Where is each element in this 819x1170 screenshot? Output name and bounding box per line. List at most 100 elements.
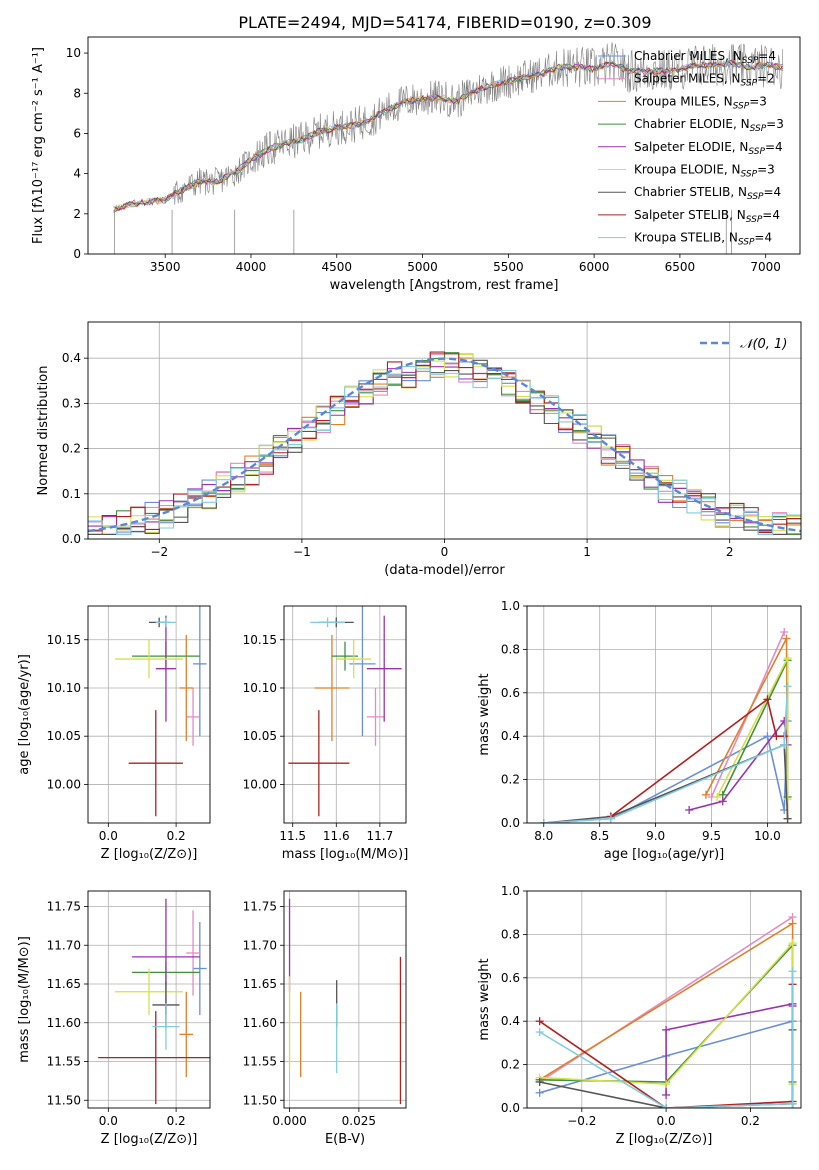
x-tick-label: 8.0 bbox=[534, 829, 553, 843]
legend-entry: Chabrier ELODIE, NSSP=3 bbox=[634, 117, 784, 134]
normal-curve bbox=[88, 357, 801, 533]
x-tick-label: 11.6 bbox=[323, 829, 350, 843]
y-tick-label: 0.8 bbox=[501, 927, 520, 941]
y-tick-label: 0.6 bbox=[501, 686, 520, 700]
x-tick-label: 0.2 bbox=[167, 829, 186, 843]
y-axis-label: mass [log₁₀(M/M⊙)] bbox=[17, 936, 32, 1063]
y-tick-label: 0 bbox=[73, 247, 81, 261]
legend-subscript: SSP bbox=[748, 147, 765, 157]
y-axis-label: mass weight bbox=[477, 673, 492, 755]
y-tick-label: 11.65 bbox=[47, 977, 81, 991]
x-tick-label: 0.0 bbox=[99, 829, 118, 843]
x-tick-label: 9.0 bbox=[646, 829, 665, 843]
y-tick-label: 11.55 bbox=[47, 1055, 81, 1069]
figure-title: PLATE=2494, MJD=54174, FIBERID=0190, z=0… bbox=[238, 13, 651, 32]
axes-age_vs_mass: 11.5 11.6 11.7 10.00 10.05 10.10 10.15 mass [lo… bbox=[243, 605, 409, 862]
y-tick-label: 0.4 bbox=[62, 351, 81, 365]
weight-series bbox=[543, 743, 789, 823]
legend-entry: Salpeter STELIB, NSSP=4 bbox=[634, 208, 780, 225]
legend-value: =3 bbox=[749, 94, 767, 108]
plot-area bbox=[288, 606, 402, 817]
x-axis-label: Z [log₁₀(Z/Z⊙)] bbox=[101, 1132, 198, 1147]
y-tick-label: 11.60 bbox=[243, 1016, 277, 1030]
legend-value: =4 bbox=[765, 140, 783, 154]
legend-value: =4 bbox=[758, 49, 776, 63]
x-tick-label: 11.5 bbox=[279, 829, 306, 843]
x-axis-label: (data-model)/error bbox=[384, 563, 505, 578]
x-tick-label: 0.000 bbox=[272, 1114, 306, 1128]
legend-value: =3 bbox=[766, 117, 784, 131]
legend-value: =2 bbox=[757, 72, 775, 86]
plot-area bbox=[535, 913, 797, 1108]
plot-area bbox=[539, 628, 792, 823]
y-tick-label: 0.4 bbox=[501, 1014, 520, 1028]
legend: 𝒩(0, 1) bbox=[700, 337, 787, 352]
legend-subscript: SSP bbox=[747, 192, 764, 202]
y-tick-label: 10.10 bbox=[47, 681, 81, 695]
plot-area bbox=[113, 42, 784, 254]
x-tick-label: 7000 bbox=[750, 260, 781, 274]
y-tick-label: 8 bbox=[73, 86, 81, 100]
axes-frame bbox=[283, 605, 407, 824]
x-tick-label: 0.2 bbox=[167, 1114, 186, 1128]
axes-frame bbox=[283, 890, 407, 1109]
x-tick-label: 5500 bbox=[493, 260, 524, 274]
legend-subscript: SSP bbox=[742, 56, 759, 66]
y-tick-label: 11.65 bbox=[243, 977, 277, 991]
legend-entry: Chabrier MILES, NSSP=4 bbox=[634, 49, 776, 66]
x-axis-label: age [log₁₀(age/yr)] bbox=[604, 847, 725, 862]
weight-series bbox=[539, 971, 794, 1108]
axes-residuals: −2 −1 0 1 2 0.0 0.1 0.2 0.3 0.4 (data-model)/error… bbox=[36, 321, 802, 578]
y-tick-label: 0.0 bbox=[501, 1101, 520, 1115]
axes-frame bbox=[87, 36, 801, 255]
y-tick-label: 0.1 bbox=[62, 487, 81, 501]
legend-entry: Kroupa MILES, NSSP=3 bbox=[634, 94, 767, 111]
legend-entry: Kroupa STELIB, NSSP=4 bbox=[634, 231, 772, 248]
legend-value: =4 bbox=[762, 208, 780, 222]
x-tick-label: 0.2 bbox=[741, 1114, 760, 1128]
y-tick-label: 10.05 bbox=[47, 729, 81, 743]
y-tick-label: 1.0 bbox=[501, 599, 520, 613]
legend-entry: Salpeter MILES, NSSP=2 bbox=[634, 72, 775, 89]
y-tick-label: 6 bbox=[73, 126, 81, 140]
legend-subscript: SSP bbox=[741, 170, 758, 180]
x-tick-label: −2 bbox=[150, 545, 168, 559]
y-tick-label: 10.00 bbox=[47, 777, 81, 791]
histogram-series bbox=[88, 359, 801, 536]
axes-mass_vs_Z: 0.0 0.2 11.50 11.55 11.60 11.65 11.70 11.75 Z [l… bbox=[17, 890, 211, 1147]
y-tick-label: 10.10 bbox=[243, 681, 277, 695]
y-tick-label: 2 bbox=[73, 207, 81, 221]
y-tick-label: 0.6 bbox=[501, 971, 520, 985]
y-tick-label: 11.75 bbox=[47, 900, 81, 914]
data-spectrum bbox=[113, 42, 784, 212]
legend-value: =4 bbox=[754, 231, 772, 245]
y-tick-label: 11.50 bbox=[243, 1093, 277, 1107]
y-axis-label: Normed distribution bbox=[36, 366, 51, 496]
x-tick-label: 3500 bbox=[150, 260, 181, 274]
y-tick-label: 0.2 bbox=[62, 442, 81, 456]
histogram-series bbox=[88, 365, 801, 536]
y-tick-label: 10.15 bbox=[47, 633, 81, 647]
y-tick-label: 0.0 bbox=[501, 816, 520, 830]
legend-entry: 𝒩(0, 1) bbox=[740, 337, 787, 352]
histogram-series bbox=[88, 351, 801, 534]
legend: Chabrier MILES, NSSP=4 Salpeter MILES, NS… bbox=[598, 49, 784, 248]
axes-weight_vs_Z: −0.2 0.0 0.2 0.0 0.2 0.4 0.6 0.8 1.0 Z [log₁₀(Z/Z… bbox=[477, 884, 802, 1147]
x-tick-label: 2 bbox=[726, 545, 734, 559]
x-tick-label: 0.0 bbox=[99, 1114, 118, 1128]
x-tick-label: 11.7 bbox=[366, 829, 393, 843]
x-tick-label: 10.0 bbox=[754, 829, 781, 843]
y-axis-label: mass weight bbox=[477, 958, 492, 1040]
y-tick-label: 1.0 bbox=[501, 884, 520, 898]
x-tick-label: 6000 bbox=[579, 260, 610, 274]
axes-frame bbox=[526, 605, 802, 824]
y-tick-label: 10.05 bbox=[243, 729, 277, 743]
x-axis-label: mass [log₁₀(M/M⊙)] bbox=[282, 847, 409, 862]
y-axis-label: age [log₁₀(age/yr)] bbox=[17, 654, 32, 775]
x-tick-label: 8.5 bbox=[590, 829, 609, 843]
y-tick-label: 11.70 bbox=[243, 938, 277, 952]
axes-frame bbox=[87, 321, 802, 540]
y-tick-label: 11.70 bbox=[47, 938, 81, 952]
legend-entry: Kroupa ELODIE, NSSP=3 bbox=[634, 163, 775, 180]
